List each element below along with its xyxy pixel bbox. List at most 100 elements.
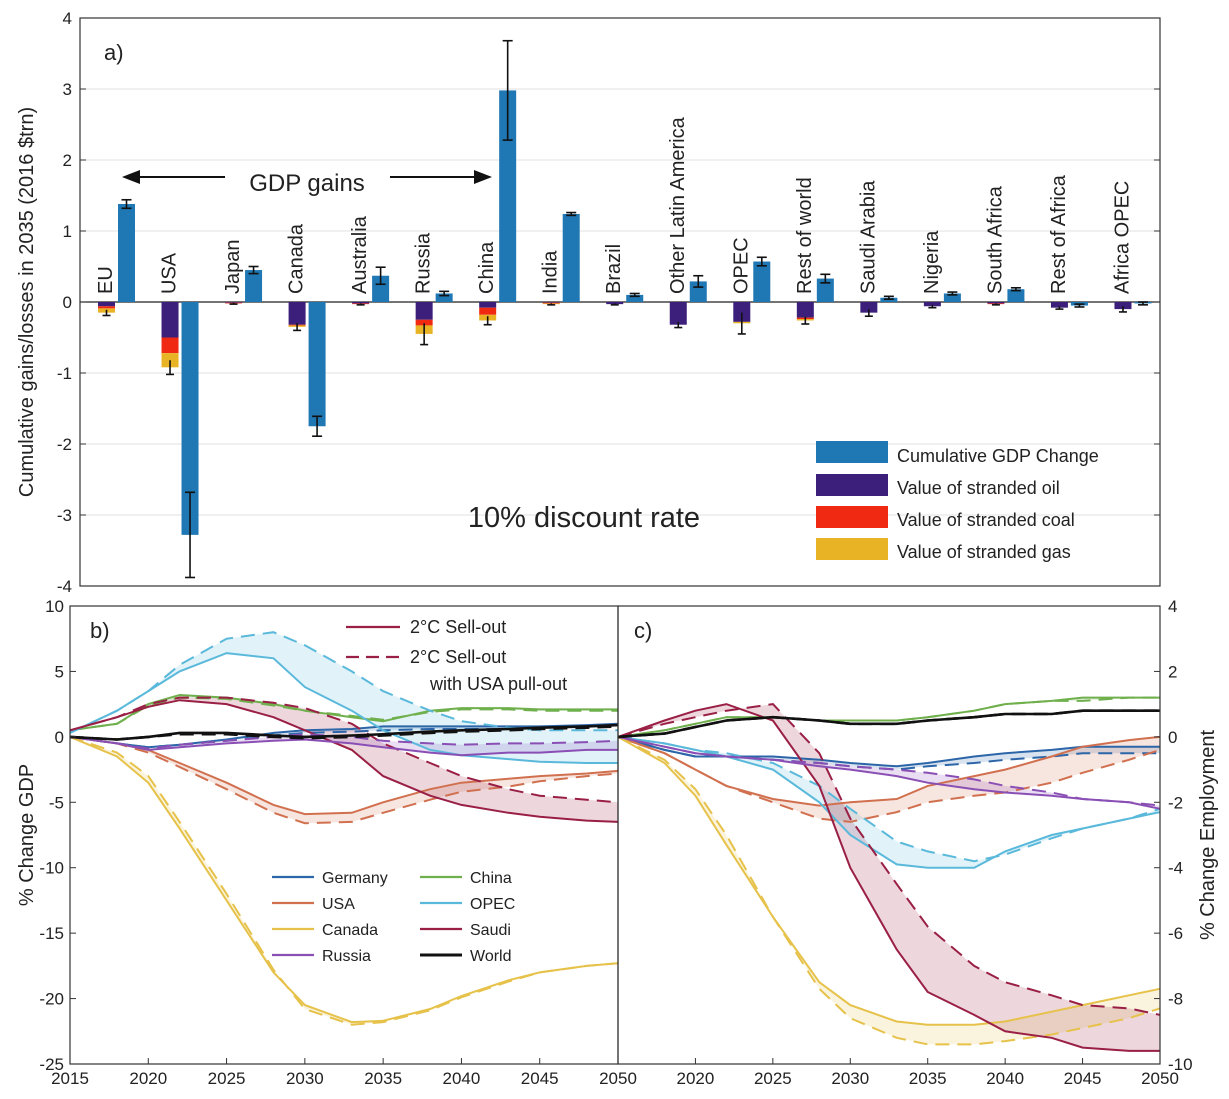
band-russia	[70, 734, 618, 756]
category-label-opec: OPEC	[730, 237, 752, 294]
bar-gdp-south-africa	[1007, 289, 1025, 302]
category-label-nigeria: Nigeria	[921, 230, 943, 294]
bar-stranded-value-of-stranded-oil-brazil	[606, 302, 624, 305]
bar-stranded-value-of-stranded-oil-russia	[415, 302, 433, 320]
bar-stranded-value-of-stranded-oil-nigeria	[923, 302, 941, 307]
bar-stranded-value-of-stranded-oil-other-latin-america	[669, 302, 687, 325]
bar-stranded-value-of-stranded-oil-south-africa	[987, 302, 1005, 304]
bar-stranded-value-of-stranded-coal-eu	[98, 306, 115, 309]
bar-stranded-value-of-stranded-oil-eu	[98, 302, 115, 307]
bar-stranded-value-of-stranded-oil-india	[542, 302, 560, 303]
bar-stranded-value-of-stranded-oil-opec	[733, 302, 751, 322]
panel-b: -25 -20 -15 -10 -5 0 5 10 2015 2020 2025 2030 2035 20…	[16, 597, 637, 1088]
panel-b-ticks: -25 -20 -15 -10 -5 0 5 10 2015 2020 2025 2030 2035 20…	[39, 597, 636, 1088]
category-label-australia: Australia	[349, 215, 371, 294]
legend-label-world: World	[470, 948, 512, 965]
legend-label-germany: Germany	[322, 870, 388, 887]
ytick-label: 2	[1168, 662, 1177, 681]
ytick-label: -25	[39, 1055, 64, 1074]
ytick-label: -2	[1168, 793, 1183, 812]
panel-a-ylabel: Cumulative gains/losses in 2035 (2016 $t…	[16, 107, 38, 497]
ytick-label: 10	[45, 597, 64, 616]
legend-swatch-gdp	[816, 441, 888, 463]
line-usa	[69, 735, 619, 816]
panel-a-bars	[98, 39, 1152, 579]
category-label-rest-of-world: Rest of world	[794, 177, 816, 294]
bar-stranded-value-of-stranded-oil-africa-opec	[1114, 302, 1132, 310]
line-china-pullout	[617, 696, 1160, 738]
line-saudi	[617, 703, 1160, 1052]
band-saudi	[618, 704, 1160, 1051]
line-canada	[617, 736, 1161, 1026]
band-russia	[618, 736, 1160, 809]
ytick-label: -4	[1168, 859, 1183, 878]
xtick-label: 2020	[129, 1069, 167, 1088]
legend-label-coal: Value of stranded coal	[897, 510, 1075, 530]
line-opec	[617, 735, 1161, 869]
legend-label-oil: Value of stranded oil	[897, 478, 1060, 498]
line-russia-pullout	[617, 735, 1161, 807]
band-saudi	[70, 697, 618, 822]
legend-sellout-pullout-label: 2°C Sell-out	[410, 647, 506, 667]
legend-swatch-oil	[816, 474, 888, 496]
legend-sellout-label: 2°C Sell-out	[410, 617, 506, 637]
legend-swatch-coal	[816, 506, 888, 528]
line-world-pullout	[69, 725, 619, 741]
category-label-other-latin-america: Other Latin America	[667, 116, 689, 294]
xtick-label: 2050	[599, 1069, 637, 1088]
line-germany-pullout	[617, 735, 1160, 771]
ytick-label: -5	[49, 793, 64, 812]
panel-c-ticks: -10 -8 -6 -4 -2 0 2 4 2020 2025 2030 2035 2040 2045 20…	[677, 597, 1193, 1088]
bar-stranded-value-of-stranded-coal-russia	[415, 319, 433, 326]
xtick-label: 2035	[364, 1069, 402, 1088]
ytick-label: 0	[1168, 728, 1177, 747]
panel-c-ylabel: % Change Employment	[1197, 730, 1219, 941]
ytick-label: -8	[1168, 990, 1183, 1009]
panel-c-frame	[617, 605, 1161, 1065]
category-label-usa: USA	[159, 252, 181, 294]
line-opec-pullout	[617, 735, 1161, 863]
panel-a-label: a)	[104, 40, 124, 65]
legend-label-saudi: Saudi	[470, 922, 511, 939]
bar-stranded-value-of-stranded-oil-canada	[288, 302, 306, 325]
category-label-japan: Japan	[222, 240, 244, 295]
panel-a-ytick-label: -4	[57, 577, 72, 596]
legend-label-russia: Russia	[322, 948, 371, 965]
country-legend: Germany China USA OPEC Canada Saudi Russia Worl…	[272, 870, 515, 965]
legend-label-opec: OPEC	[470, 896, 515, 913]
category-label-south-africa: South Africa	[984, 185, 1006, 294]
bar-gdp-canada	[308, 302, 326, 427]
ytick-label: -10	[39, 859, 64, 878]
bar-gdp-eu	[118, 204, 135, 302]
bar-gdp-usa	[181, 302, 199, 535]
bar-stranded-value-of-stranded-coal-india	[542, 302, 560, 304]
panel-a-ytick-label: 1	[63, 222, 72, 241]
panel-c-lines	[617, 696, 1161, 1052]
panel-b-label: b)	[90, 618, 110, 643]
xtick-label: 2045	[1064, 1069, 1102, 1088]
band-usa	[618, 736, 1160, 822]
line-world-pullout	[617, 709, 1160, 739]
bar-stranded-value-of-stranded-oil-usa	[161, 302, 179, 338]
legend-label-gdp: Cumulative GDP Change	[897, 446, 1099, 466]
bar-gdp-opec	[753, 261, 771, 302]
legend-label-canada: Canada	[322, 922, 378, 939]
band-opec	[618, 736, 1160, 868]
panel-c-label: c)	[634, 618, 652, 643]
ytick-label: -20	[39, 990, 64, 1009]
line-russia-pullout	[69, 733, 619, 750]
panel-a-ytick-label: 0	[63, 293, 72, 312]
bar-stranded-value-of-stranded-oil-japan	[225, 302, 243, 303]
bar-stranded-value-of-stranded-oil-rest-of-world	[796, 302, 814, 318]
panel-a-ytick-label: 2	[63, 151, 72, 170]
legend-swatch-gas	[816, 538, 888, 560]
panel-a-ytick-label: 3	[63, 80, 72, 99]
category-label-eu: EU	[95, 266, 117, 294]
xtick-label: 2040	[443, 1069, 481, 1088]
panel-a-category-labels: EU USA Japan Canada Australia Russia China Indi…	[95, 116, 1133, 294]
band-canada	[618, 736, 1160, 1045]
line-usa-pullout	[617, 735, 1161, 823]
xtick-label: 2025	[754, 1069, 792, 1088]
discount-rate-annotation: 10% discount rate	[468, 502, 700, 534]
panel-a-legend: Cumulative GDP Change Value of stranded …	[816, 441, 1099, 562]
